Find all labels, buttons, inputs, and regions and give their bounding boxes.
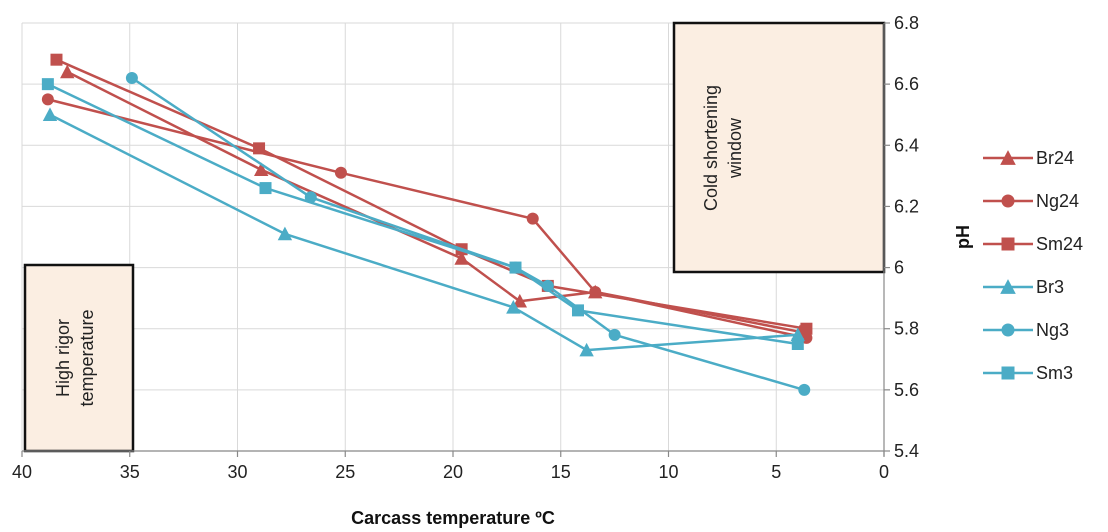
series-layer	[41, 53, 813, 396]
y-axis-title: pH	[953, 225, 973, 249]
legend: Br24 Ng24 Sm24 Br3 Ng3 Sm3	[983, 148, 1083, 383]
marker-square	[509, 261, 522, 274]
legend-label: Ng24	[1036, 191, 1079, 211]
marker-circle	[798, 383, 811, 396]
marker-circle	[526, 212, 539, 225]
marker-triangle	[1000, 279, 1016, 294]
cold-shortening-window-box: Cold shortening window	[672, 21, 886, 274]
series-line-ng3	[131, 76, 805, 392]
high-rigor-temperature-box: High rigor temperature	[23, 263, 135, 453]
marker-square	[800, 322, 813, 335]
legend-label: Br3	[1036, 277, 1064, 297]
y-tick-label: 5.6	[894, 380, 919, 400]
marker-triangle	[42, 107, 58, 122]
marker-square	[791, 338, 804, 350]
annotations: Cold shortening window High rigor temper…	[23, 21, 886, 453]
marker-triangle	[254, 162, 269, 177]
legend-item-br3: Br3	[983, 277, 1064, 297]
cold-shortening-label-line1: Cold shortening	[701, 85, 721, 211]
legend-label: Sm3	[1036, 363, 1073, 383]
marker-circle	[1001, 323, 1015, 337]
x-axis-title: Carcass temperature ºC	[351, 508, 555, 528]
marker-square	[1001, 366, 1015, 380]
y-tick-label: 6.2	[894, 196, 919, 216]
axes: 5.4 5.6 5.8 6 6.2 6.4 6.6 6.8 40 35 30 25 20 15 10 5 0	[12, 13, 919, 482]
y-tick-label: 6.8	[894, 13, 919, 33]
legend-item-br24: Br24	[983, 148, 1074, 168]
marker-triangle	[506, 300, 521, 314]
marker-triangle	[1000, 150, 1016, 165]
marker-circle	[41, 93, 54, 106]
y-tick-label: 6.4	[894, 135, 919, 155]
marker-circle	[1001, 194, 1015, 208]
marker-triangle	[579, 342, 594, 357]
cold-shortening-label-line2: window	[725, 117, 745, 179]
x-tick-label: 0	[879, 462, 889, 482]
marker-square	[41, 78, 54, 91]
high-rigor-label-line2: temperature	[77, 309, 97, 406]
x-tick-label: 25	[335, 462, 355, 482]
series-br3	[42, 107, 805, 357]
x-tick-label: 40	[12, 462, 32, 482]
x-tick-label: 35	[120, 462, 140, 482]
marker-circle	[334, 166, 347, 179]
x-tick-label: 10	[658, 462, 678, 482]
y-tick-label: 5.8	[894, 319, 919, 339]
x-tick-label: 5	[771, 462, 781, 482]
marker-triangle	[790, 327, 805, 342]
x-tick-label: 15	[551, 462, 571, 482]
y-tick-label: 6.6	[894, 74, 919, 94]
marker-square	[571, 304, 584, 317]
legend-item-ng3: Ng3	[983, 320, 1069, 340]
high-rigor-label-line1: High rigor	[53, 319, 73, 397]
marker-triangle	[454, 251, 469, 265]
legend-label: Br24	[1036, 148, 1074, 168]
marker-circle	[125, 72, 138, 85]
marker-square	[259, 182, 272, 195]
series-sm3	[41, 78, 804, 350]
marker-square	[253, 142, 266, 155]
legend-item-sm3: Sm3	[983, 363, 1073, 383]
y-tick-label: 6	[894, 258, 904, 278]
marker-triangle	[512, 293, 528, 308]
legend-item-ng24: Ng24	[983, 191, 1079, 211]
marker-square	[50, 53, 63, 66]
legend-label: Ng3	[1036, 320, 1069, 340]
cold-shortening-box-rect	[672, 21, 886, 274]
y-tick-label: 5.4	[894, 441, 919, 461]
legend-item-sm24: Sm24	[983, 234, 1083, 254]
marker-triangle	[277, 226, 293, 241]
x-tick-label: 20	[443, 462, 463, 482]
legend-label: Sm24	[1036, 234, 1083, 254]
marker-square	[1001, 237, 1015, 251]
marker-triangle	[60, 64, 75, 79]
x-tick-label: 30	[227, 462, 247, 482]
marker-circle	[608, 328, 621, 341]
